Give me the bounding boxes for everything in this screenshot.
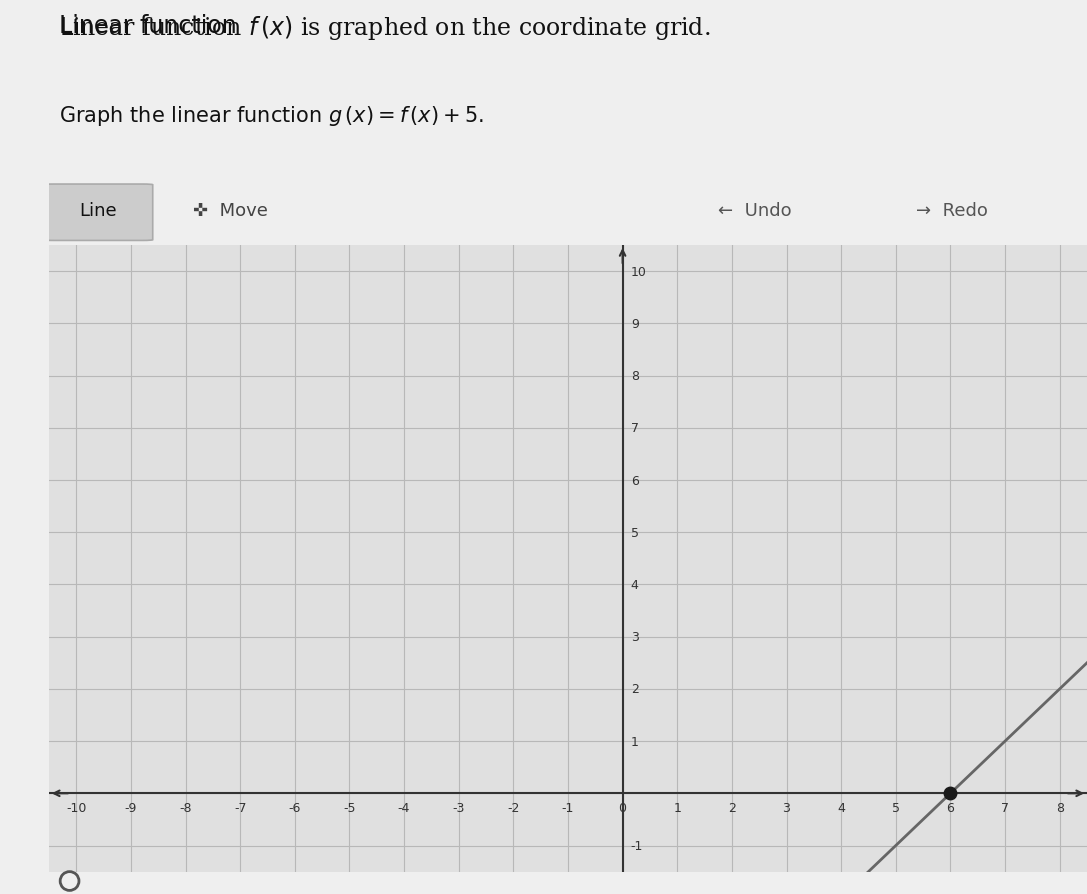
Text: 6: 6: [630, 474, 639, 487]
FancyBboxPatch shape: [43, 185, 152, 241]
Text: -7: -7: [234, 801, 247, 814]
Text: -1: -1: [630, 839, 644, 852]
Text: 3: 3: [630, 630, 639, 644]
Text: 5: 5: [630, 527, 639, 539]
Text: 8: 8: [630, 370, 639, 383]
Text: -9: -9: [125, 801, 137, 814]
Text: 0: 0: [619, 801, 626, 814]
Text: 6: 6: [947, 801, 954, 814]
Text: 2: 2: [630, 683, 639, 696]
Text: Line: Line: [79, 202, 116, 220]
Text: 5: 5: [891, 801, 900, 814]
Text: 4: 4: [837, 801, 845, 814]
Text: -1: -1: [562, 801, 574, 814]
Text: -6: -6: [288, 801, 301, 814]
Text: -4: -4: [398, 801, 410, 814]
Text: $\mathregular{\mathrm{L}}$inear function $f\,(x)$ is graphed on the coordinate g: $\mathregular{\mathrm{L}}$inear function…: [60, 14, 711, 42]
Text: 1: 1: [630, 735, 639, 747]
Text: -3: -3: [452, 801, 465, 814]
Text: →  Redo: → Redo: [916, 202, 988, 220]
Text: Graph the linear function $g\,(x) = f\,(x) + 5.$: Graph the linear function $g\,(x) = f\,(…: [60, 104, 484, 128]
Text: -5: -5: [343, 801, 355, 814]
Text: 1: 1: [673, 801, 682, 814]
Text: 4: 4: [630, 578, 639, 591]
Text: -8: -8: [179, 801, 191, 814]
Text: ✜  Move: ✜ Move: [193, 202, 268, 220]
Text: 10: 10: [630, 266, 647, 278]
Text: 9: 9: [630, 317, 639, 331]
Text: 2: 2: [728, 801, 736, 814]
Text: ←  Undo: ← Undo: [719, 202, 791, 220]
Text: Linear function: Linear function: [60, 14, 245, 38]
Text: -2: -2: [508, 801, 520, 814]
Text: 7: 7: [1001, 801, 1009, 814]
Text: -10: -10: [66, 801, 87, 814]
Text: 7: 7: [630, 422, 639, 434]
Text: 8: 8: [1055, 801, 1064, 814]
Text: 3: 3: [783, 801, 790, 814]
